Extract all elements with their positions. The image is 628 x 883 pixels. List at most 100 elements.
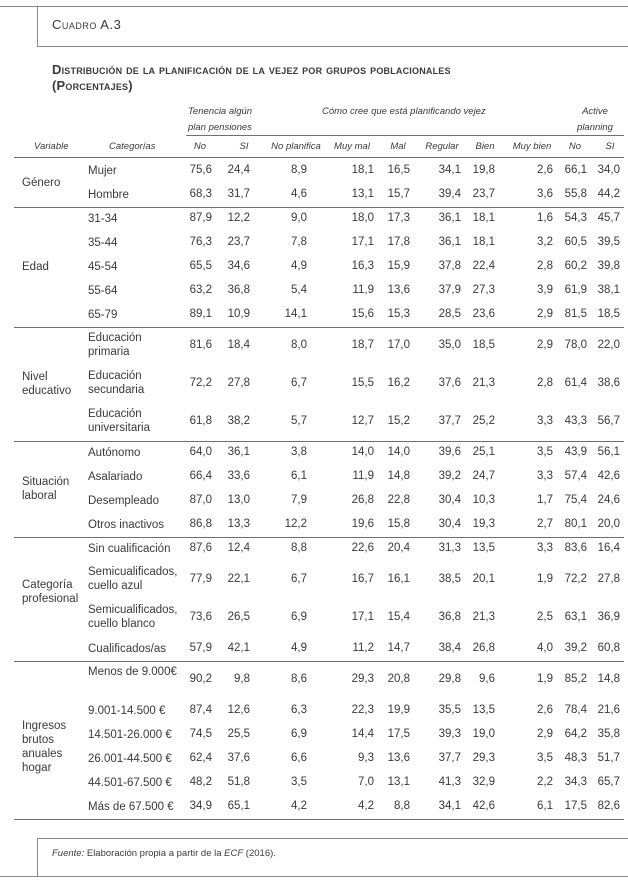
value-cell: 21,6 bbox=[597, 704, 620, 716]
left-vertical-rule-bottom bbox=[37, 838, 38, 876]
value-cell: 65,7 bbox=[597, 776, 620, 788]
category-label: Más de 67.500 € bbox=[88, 801, 174, 813]
value-cell: 30,4 bbox=[438, 494, 461, 506]
value-cell: 21,3 bbox=[472, 611, 495, 623]
value-cell: 15,7 bbox=[387, 188, 410, 200]
value-cell: 75,4 bbox=[564, 494, 587, 506]
value-cell: 16,7 bbox=[351, 573, 374, 585]
value-cell: 14,8 bbox=[387, 470, 410, 482]
table-label: Cuadro A.3 bbox=[52, 17, 122, 32]
value-cell: 1,9 bbox=[537, 673, 553, 685]
table-title: Distribución de la planificación de la v… bbox=[52, 62, 572, 94]
value-cell: 63,2 bbox=[189, 284, 212, 296]
value-cell: 44,2 bbox=[597, 188, 620, 200]
value-cell: 26,8 bbox=[351, 494, 374, 506]
header-group-active: Active planning bbox=[577, 106, 613, 133]
value-cell: 14,4 bbox=[351, 728, 374, 740]
value-cell: 7,0 bbox=[358, 776, 374, 788]
value-cell: 3,5 bbox=[537, 752, 553, 764]
value-cell: 20,8 bbox=[387, 673, 410, 685]
value-cell: 22,0 bbox=[597, 339, 620, 351]
value-cell: 15,3 bbox=[387, 308, 410, 320]
value-cell: 7,8 bbox=[291, 236, 307, 248]
value-cell: 29,8 bbox=[438, 673, 461, 685]
value-cell: 25,5 bbox=[227, 728, 250, 740]
value-cell: 15,8 bbox=[387, 518, 410, 530]
value-cell: 81,6 bbox=[189, 339, 212, 351]
group-separator bbox=[14, 327, 624, 328]
value-cell: 6,9 bbox=[291, 728, 307, 740]
value-cell: 12,6 bbox=[227, 704, 250, 716]
value-cell: 3,9 bbox=[537, 284, 553, 296]
value-cell: 39,3 bbox=[438, 728, 461, 740]
category-label: Menos de 9.000€ bbox=[88, 666, 177, 678]
value-cell: 16,4 bbox=[597, 542, 620, 554]
category-label: 35-44 bbox=[88, 237, 118, 249]
value-cell: 37,7 bbox=[438, 415, 461, 427]
value-cell: 14,0 bbox=[351, 446, 374, 458]
value-cell: 6,1 bbox=[537, 800, 553, 812]
value-cell: 15,5 bbox=[351, 377, 374, 389]
category-label: Semicualificados, cuello azul bbox=[88, 566, 178, 592]
value-cell: 34,6 bbox=[227, 260, 250, 272]
group-separator bbox=[14, 819, 624, 820]
value-cell: 6,3 bbox=[291, 704, 307, 716]
value-cell: 81,5 bbox=[564, 308, 587, 320]
value-cell: 27,3 bbox=[472, 284, 495, 296]
value-cell: 38,2 bbox=[227, 415, 250, 427]
value-cell: 8,8 bbox=[394, 800, 410, 812]
value-cell: 16,1 bbox=[387, 573, 410, 585]
value-cell: 61,8 bbox=[189, 415, 212, 427]
value-cell: 6,1 bbox=[291, 470, 307, 482]
value-cell: 1,7 bbox=[537, 494, 553, 506]
value-cell: 64,0 bbox=[189, 446, 212, 458]
value-cell: 12,7 bbox=[351, 415, 374, 427]
value-cell: 28,5 bbox=[438, 308, 461, 320]
value-cell: 80,1 bbox=[564, 518, 587, 530]
category-label: 14.501-26.000 € bbox=[88, 729, 172, 741]
value-cell: 24,7 bbox=[472, 470, 495, 482]
header-col-6: Bien bbox=[475, 141, 495, 152]
value-cell: 2,9 bbox=[537, 728, 553, 740]
value-cell: 37,6 bbox=[227, 752, 250, 764]
value-cell: 43,9 bbox=[564, 446, 587, 458]
value-cell: 11,2 bbox=[352, 642, 374, 654]
value-cell: 36,8 bbox=[438, 611, 461, 623]
category-label: 9.001-14.500 € bbox=[88, 705, 166, 717]
category-label: Semicualificados, cuello blanco bbox=[88, 604, 178, 630]
value-cell: 23,6 bbox=[472, 308, 495, 320]
value-cell: 9,3 bbox=[358, 752, 374, 764]
value-cell: 37,9 bbox=[438, 284, 461, 296]
column-header-rule bbox=[14, 157, 624, 158]
value-cell: 65,1 bbox=[227, 800, 250, 812]
value-cell: 18,5 bbox=[597, 308, 620, 320]
value-cell: 15,6 bbox=[351, 308, 374, 320]
value-cell: 18,1 bbox=[351, 164, 374, 176]
value-cell: 85,2 bbox=[564, 673, 587, 685]
category-label: 26.001-44.500 € bbox=[88, 753, 172, 765]
value-cell: 32,9 bbox=[472, 776, 495, 788]
value-cell: 63,1 bbox=[564, 611, 587, 623]
value-cell: 51,8 bbox=[227, 776, 250, 788]
value-cell: 38,1 bbox=[597, 284, 620, 296]
value-cell: 4,9 bbox=[291, 642, 307, 654]
value-cell: 6,6 bbox=[291, 752, 307, 764]
value-cell: 21,3 bbox=[472, 377, 495, 389]
value-cell: 11,9 bbox=[352, 470, 374, 482]
value-cell: 3,5 bbox=[537, 446, 553, 458]
value-cell: 48,3 bbox=[564, 752, 587, 764]
category-label: Sin cualificación bbox=[88, 543, 171, 555]
table-footnote: Fuente: Elaboración propia a partir de l… bbox=[52, 848, 276, 859]
value-cell: 34,1 bbox=[438, 164, 461, 176]
value-cell: 20,4 bbox=[387, 542, 410, 554]
value-cell: 39,2 bbox=[438, 470, 461, 482]
value-cell: 34,1 bbox=[438, 800, 461, 812]
category-label: 55-64 bbox=[88, 285, 118, 297]
value-cell: 3,3 bbox=[537, 415, 553, 427]
value-cell: 24,4 bbox=[227, 164, 250, 176]
value-cell: 29,3 bbox=[472, 752, 495, 764]
category-label: 31-34 bbox=[88, 213, 118, 225]
value-cell: 77,9 bbox=[189, 573, 212, 585]
value-cell: 55,8 bbox=[564, 188, 587, 200]
value-cell: 14,1 bbox=[284, 308, 307, 320]
